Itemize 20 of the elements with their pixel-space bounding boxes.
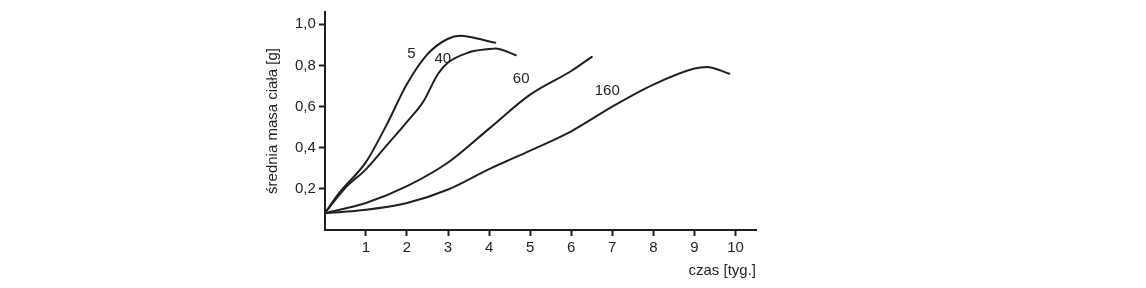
x-tick-label: 6 — [567, 238, 576, 256]
series-label: 60 — [512, 68, 530, 86]
x-tick-label: 7 — [608, 238, 617, 256]
x-tick-label: 4 — [484, 238, 494, 256]
x-tick-label: 1 — [361, 238, 371, 256]
x-tick-label: 5 — [525, 238, 535, 256]
series-label: 160 — [594, 80, 620, 98]
series-label: 5 — [407, 44, 416, 62]
y-tick-label: 0,6 — [294, 96, 316, 114]
y-tick-label: 1,0 — [294, 14, 316, 32]
y-tick-label: 0,8 — [294, 55, 316, 73]
x-tick-label: 10 — [727, 238, 744, 256]
x-axis-title: czas [tyg.] — [688, 261, 756, 279]
x-tick-label: 2 — [402, 238, 412, 256]
y-axis-title: średnia masa ciała [g] — [263, 48, 281, 194]
y-tick-label: 0,4 — [294, 137, 316, 155]
x-tick-label: 3 — [443, 238, 453, 256]
x-tick-label: 9 — [690, 238, 699, 256]
y-tick-label: 0,2 — [294, 179, 316, 197]
x-tick-label: 8 — [649, 238, 658, 256]
